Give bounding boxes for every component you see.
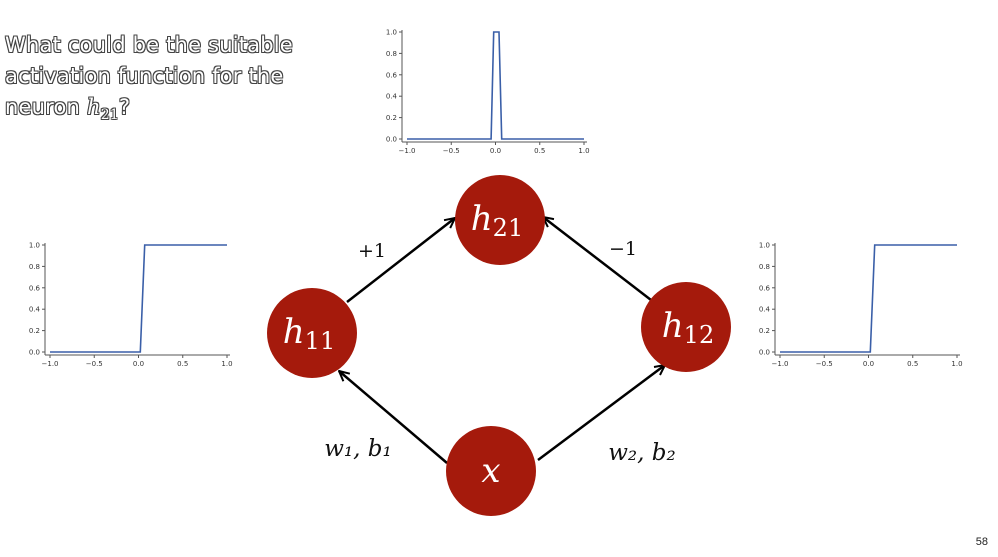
y-tick-label: 0.2: [759, 327, 770, 335]
y-tick-label: 0.6: [386, 71, 398, 79]
activation-line: [50, 244, 227, 353]
y-tick-label: 1.0: [29, 242, 40, 250]
y-tick-label: 0.6: [759, 284, 771, 292]
y-tick-label: 1.0: [759, 242, 770, 250]
x-tick-label: −0.5: [443, 147, 460, 155]
activation-plot-h12-svg: −1.0 −0.5 0.0 0.5 1.0 0.0 0.2 0.4 0.6 0.8 1.0: [759, 242, 963, 369]
x-tick-label: −1.0: [42, 360, 59, 368]
question-text: What could be the suitable activation fu…: [5, 30, 335, 131]
node-x-label: x: [481, 451, 500, 491]
y-tick-label: 0.8: [29, 263, 40, 271]
x-tick-label: 0.0: [863, 360, 874, 368]
edge-label-h12-h21: −1: [609, 238, 637, 260]
activation-plot-h12: −1.0 −0.5 0.0 0.5 1.0 0.0 0.2 0.4 0.6 0.8 1.0: [745, 233, 967, 373]
question-mark: ?: [118, 95, 131, 119]
y-tick-label: 0.4: [759, 306, 771, 314]
x-tick-label: 0.0: [490, 147, 501, 155]
y-tick-label: 0.0: [759, 349, 770, 357]
activation-plot-h11: −1.0 −0.5 0.0 0.5 1.0 0.0 0.2 0.4 0.6 0.8 1.0: [15, 233, 237, 373]
y-tick-label: 0.8: [386, 50, 397, 58]
node-h11: [267, 288, 357, 378]
x-tick-label: −1.0: [772, 360, 789, 368]
page-number: 58: [975, 536, 988, 548]
x-tick-label: 0.5: [534, 147, 545, 155]
x-tick-label: 1.0: [578, 147, 589, 155]
activation-plot-h21-svg: −1.0 −0.5 0.0 0.5 1.0 0.0 0.2 0.4 0.6 0.8 1.0: [386, 29, 590, 156]
y-tick-label: 0.2: [386, 114, 397, 122]
x-tick-label: −0.5: [816, 360, 833, 368]
y-tick-label: 0.4: [29, 306, 41, 314]
y-tick-label: 0.4: [386, 93, 398, 101]
node-x: [446, 426, 536, 516]
node-h21-label: h21: [471, 199, 523, 242]
edge-x-h11: [339, 371, 448, 464]
y-tick-label: 0.6: [29, 284, 41, 292]
x-tick-label: 1.0: [221, 360, 232, 368]
activation-plot-h11-svg: −1.0 −0.5 0.0 0.5 1.0 0.0 0.2 0.4 0.6 0.8 1.0: [29, 242, 233, 369]
edge-x-h12: [537, 365, 665, 462]
neuron-variable: h21: [86, 95, 119, 124]
y-tick-label: 0.2: [29, 327, 40, 335]
x-tick-label: −1.0: [399, 147, 416, 155]
x-tick-label: −0.5: [86, 360, 103, 368]
edge-h11-h21: [346, 218, 455, 303]
edge-h12-h21: [543, 217, 652, 301]
x-tick-label: 1.0: [951, 360, 962, 368]
edge-label-x-h11: w₁, b₁: [324, 436, 391, 462]
node-h12: [641, 282, 731, 372]
question-body: What could be the suitable activation fu…: [5, 33, 293, 119]
y-tick-label: 0.0: [29, 349, 40, 357]
activation-line: [780, 244, 957, 353]
x-tick-label: 0.0: [133, 360, 144, 368]
y-tick-label: 0.8: [759, 263, 770, 271]
node-h21: [455, 175, 545, 265]
edge-label-h11-h21: +1: [358, 240, 386, 262]
node-h11-label: h11: [283, 312, 335, 355]
x-tick-label: 0.5: [177, 360, 188, 368]
x-tick-label: 0.5: [907, 360, 918, 368]
activation-plot-h21: −1.0 −0.5 0.0 0.5 1.0 0.0 0.2 0.4 0.6 0.8 1.0: [372, 20, 594, 160]
activation-line: [407, 31, 584, 140]
y-tick-label: 0.0: [386, 136, 397, 144]
edge-label-x-h12: w₂, b₂: [608, 440, 675, 466]
y-tick-label: 1.0: [386, 29, 397, 37]
node-h12-label: h12: [662, 306, 714, 349]
